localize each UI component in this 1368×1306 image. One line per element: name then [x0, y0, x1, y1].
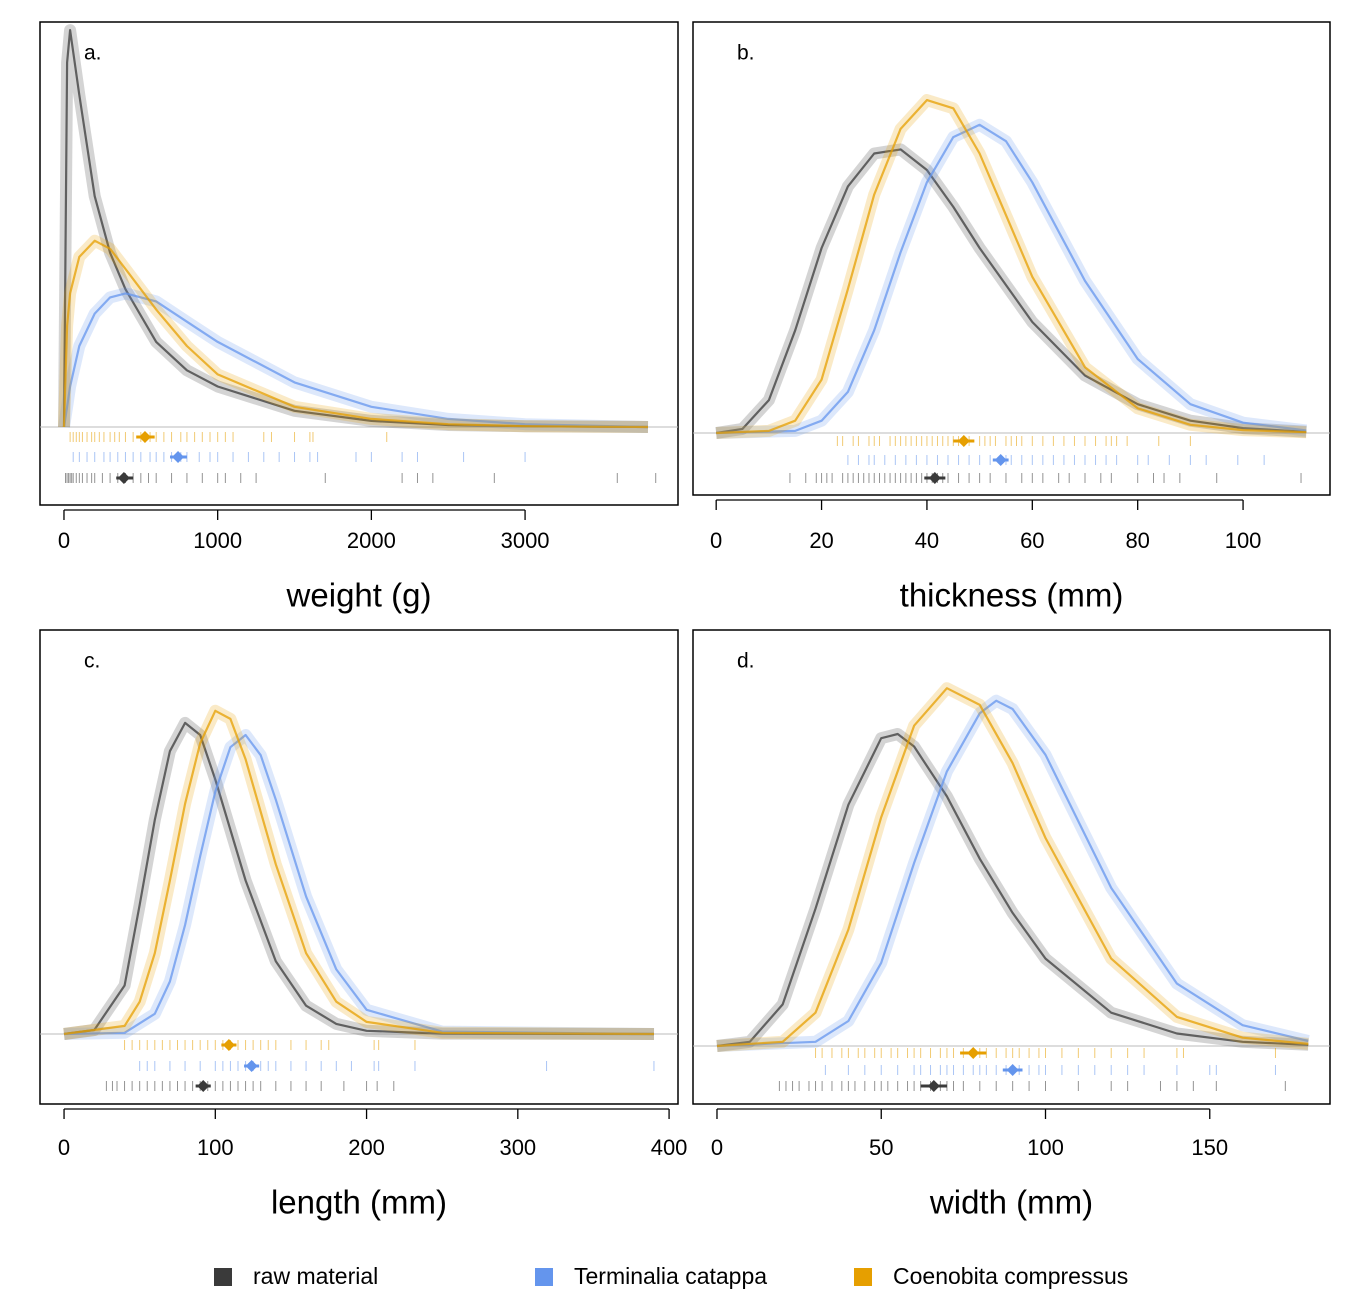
x-axis-label: width (mm) [929, 1184, 1093, 1221]
x-tick-label: 0 [710, 528, 722, 553]
x-tick-label: 200 [348, 1135, 385, 1160]
panel-label: d. [737, 650, 755, 673]
density-curve [62, 29, 649, 429]
x-tick-label: 60 [1020, 528, 1044, 553]
legend-swatch [214, 1268, 232, 1286]
x-tick-label: 300 [499, 1135, 536, 1160]
legend-swatch [854, 1268, 872, 1286]
plot-box [39, 21, 679, 506]
x-axis-label: length (mm) [271, 1184, 447, 1221]
mean-point [222, 1039, 235, 1051]
density-curve [716, 732, 1309, 1048]
panel: d. 0 50 100 150 width (mm) [692, 629, 1331, 1221]
x-tick-label: 80 [1125, 528, 1149, 553]
mean-point [138, 431, 151, 443]
panel: c. 0 100 200 300 400 length (mm) [39, 629, 688, 1221]
mean-point [172, 451, 185, 463]
panel: b. 0 20 40 60 80 100 thickness (mm) [692, 21, 1331, 614]
plot-box [692, 629, 1331, 1105]
x-tick-label: 0 [58, 1135, 70, 1160]
panel-label: a. [84, 42, 102, 65]
mean-point [1006, 1064, 1019, 1076]
density-band [63, 716, 655, 1040]
x-axis-label: thickness (mm) [900, 577, 1124, 614]
density-curve [62, 292, 649, 429]
x-axis-label: weight (g) [286, 577, 432, 614]
x-tick-label: 100 [1027, 1135, 1064, 1160]
legend-label: raw material [253, 1263, 378, 1289]
density-band [58, 24, 649, 433]
plot-box [692, 21, 1331, 496]
legend-item: Coenobita compressus [854, 1263, 1128, 1289]
x-tick-label: 0 [711, 1135, 723, 1160]
density-curve [62, 239, 649, 429]
mean-point [927, 1080, 940, 1092]
panel: a. 0 1000 2000 3000 weight (g) [39, 21, 679, 614]
mean-point [928, 472, 941, 484]
x-tick-label: 100 [1225, 528, 1262, 553]
density-curve [716, 123, 1307, 435]
density-curve [63, 721, 655, 1036]
x-tick-label: 1000 [193, 528, 242, 553]
density-band [716, 728, 1309, 1052]
density-curve [63, 709, 655, 1036]
x-tick-label: 20 [809, 528, 833, 553]
x-tick-label: 0 [58, 528, 70, 553]
x-tick-label: 100 [197, 1135, 234, 1160]
legend-label: Terminalia catappa [574, 1263, 767, 1289]
panel-label: b. [737, 42, 755, 65]
panel-label: c. [84, 650, 100, 673]
x-tick-label: 3000 [501, 528, 550, 553]
density-band [63, 704, 655, 1040]
x-tick-label: 50 [869, 1135, 893, 1160]
mean-point [994, 454, 1007, 466]
legend-label: Coenobita compressus [893, 1263, 1128, 1289]
plot-box [39, 629, 679, 1105]
mean-point [197, 1080, 210, 1092]
mean-point [957, 435, 970, 447]
x-tick-label: 400 [651, 1135, 688, 1160]
mean-point [245, 1060, 258, 1072]
x-tick-label: 40 [915, 528, 939, 553]
x-tick-label: 2000 [347, 528, 396, 553]
legend-swatch [535, 1268, 553, 1286]
density-curve [716, 687, 1309, 1048]
x-tick-label: 150 [1191, 1135, 1228, 1160]
legend-item: Terminalia catappa [535, 1263, 767, 1289]
legend-item: raw material [214, 1263, 378, 1289]
density-curve [716, 148, 1307, 435]
density-band [716, 682, 1309, 1052]
density-band [63, 729, 655, 1040]
density-band [716, 118, 1308, 439]
density-curve [63, 733, 655, 1036]
density-curve [716, 699, 1309, 1048]
density-curve [716, 99, 1307, 435]
mean-point [967, 1047, 980, 1059]
mean-point [117, 472, 130, 484]
